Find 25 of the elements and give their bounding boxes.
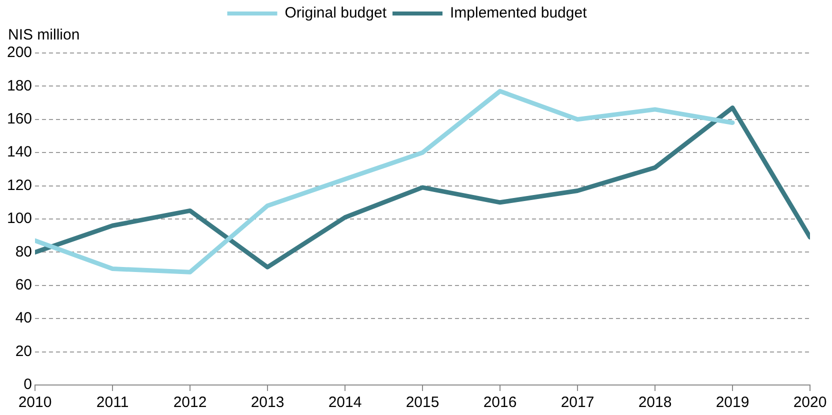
y-tick-label: 120 [6, 176, 32, 194]
x-tick-label: 2019 [716, 394, 750, 412]
y-tick-label: 140 [6, 144, 32, 161]
legend-label: Implemented budget [450, 4, 588, 22]
y-tick-label: 0 [24, 376, 32, 394]
y-tick-label: 40 [15, 310, 32, 327]
x-tick-label: 2020 [793, 394, 827, 412]
y-tick-label: 100 [6, 210, 32, 228]
x-tick-label: 2016 [483, 394, 517, 412]
x-tick-label: 2014 [328, 394, 362, 412]
y-tick-label: 60 [15, 276, 32, 294]
y-axis-title: NIS million [8, 26, 80, 44]
x-tick-label: 2011 [96, 394, 129, 412]
x-tick-label: 2017 [560, 394, 594, 412]
legend-label: Original budget [284, 4, 388, 22]
y-tick-label: 200 [6, 44, 32, 62]
x-tick-label: 2015 [406, 394, 440, 412]
y-tick-label: 20 [15, 342, 32, 360]
x-tick-label: 2018 [638, 394, 672, 412]
x-tick-label: 2012 [173, 394, 207, 412]
x-tick-label: 2013 [250, 394, 284, 412]
y-tick-label: 160 [6, 110, 32, 128]
y-tick-label: 80 [15, 243, 32, 260]
x-tick-label: 2010 [18, 394, 52, 412]
y-tick-label: 180 [6, 77, 32, 94]
